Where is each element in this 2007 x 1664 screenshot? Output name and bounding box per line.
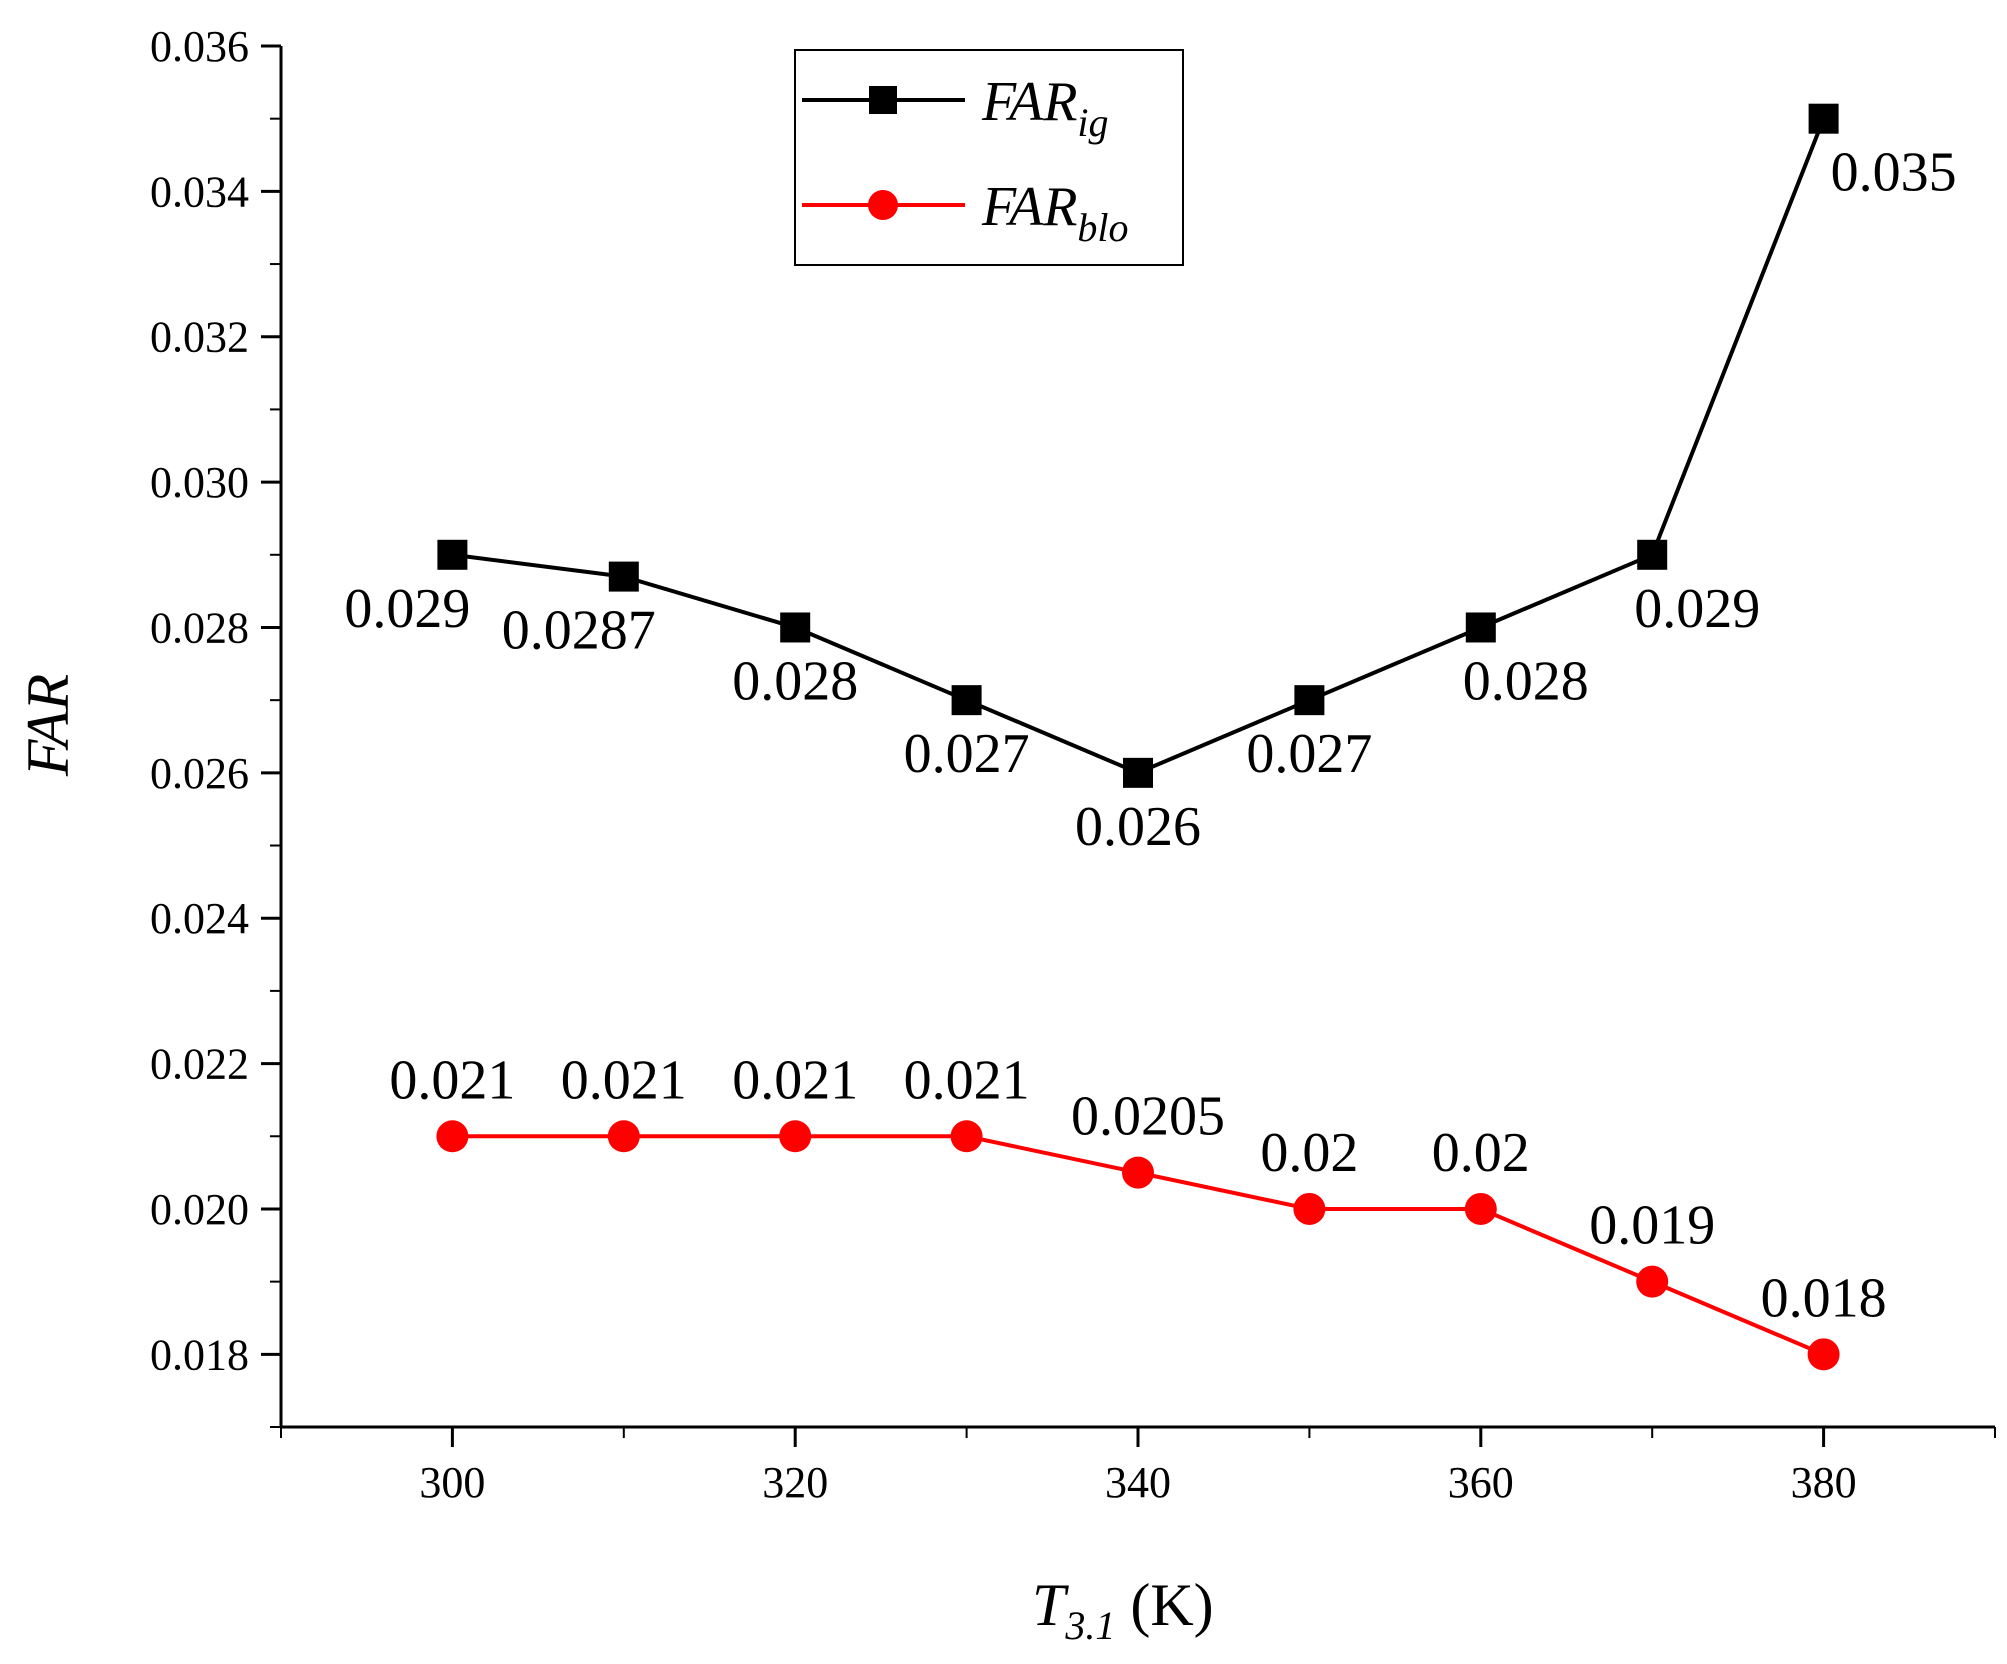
axes: 0.018 0.020 0.022 0.024 0.026 0.028 0.030 0.032… [150, 22, 1996, 1507]
y-axis-title: FAR [15, 674, 81, 777]
data-label-FAR_ig: 0.0287 [502, 600, 656, 662]
data-label-FAR_blo: 0.02 [1432, 1122, 1530, 1184]
data-label-FAR_blo: 0.019 [1589, 1195, 1715, 1257]
y-tick-label: 0.030 [150, 458, 249, 507]
data-point-FAR_blo [436, 1120, 469, 1153]
x-tick-label: 380 [1791, 1458, 1857, 1507]
y-tick-label: 0.020 [150, 1185, 249, 1234]
y-tick-label: 0.028 [150, 603, 249, 652]
x-axis-title-sub: 3.1 [1064, 1603, 1115, 1648]
y-tick-label: 0.026 [150, 749, 249, 798]
data-point-FAR_ig [1637, 539, 1668, 570]
data-label-FAR_ig: 0.035 [1831, 142, 1957, 204]
y-tick-label: 0.036 [150, 22, 249, 71]
data-label-FAR_ig: 0.029 [1634, 578, 1760, 640]
data-point-FAR_ig [437, 539, 468, 570]
data-label-FAR_blo: 0.021 [732, 1049, 858, 1111]
data-label-FAR_blo: 0.018 [1761, 1267, 1887, 1329]
data-point-FAR_blo [1122, 1156, 1154, 1189]
data-labels: 0.029 0.0287 0.028 0.027 0.026 0.027 0.028 0.02… [344, 142, 1956, 1330]
legend-label-ig: FARig [981, 71, 1109, 145]
data-point-FAR_ig [608, 561, 639, 592]
data-label-FAR_ig: 0.026 [1075, 796, 1201, 858]
data-point-FAR_ig [1808, 103, 1839, 134]
data-point-FAR_blo [1807, 1338, 1840, 1371]
data-point-FAR_ig [951, 685, 982, 716]
data-label-FAR_ig: 0.027 [904, 723, 1030, 785]
data-point-FAR_ig [1123, 757, 1153, 788]
data-point-FAR_blo [1293, 1192, 1326, 1225]
data-label-FAR_blo: 0.021 [561, 1049, 687, 1111]
data-label-FAR_ig: 0.027 [1246, 723, 1372, 785]
data-label-FAR_ig: 0.028 [1463, 650, 1589, 712]
x-axis-title: T3.1 (K) [1032, 1572, 1214, 1648]
y-tick-label: 0.018 [150, 1330, 249, 1379]
data-point-FAR_blo [779, 1120, 812, 1153]
legend-box [794, 49, 1184, 266]
data-label-FAR_blo: 0.021 [904, 1049, 1030, 1111]
data-point-FAR_blo [607, 1120, 640, 1153]
data-point-FAR_blo [1464, 1192, 1497, 1225]
legend: FARig FARblo [794, 49, 1184, 266]
x-axis-title-unit: (K) [1115, 1572, 1213, 1638]
series-layer [436, 103, 1840, 1371]
data-label-FAR_blo: 0.0205 [1071, 1086, 1225, 1148]
x-tick-label: 300 [419, 1458, 485, 1507]
y-tick-label: 0.032 [150, 313, 249, 362]
x-axis-title-main: T [1032, 1572, 1069, 1638]
data-point-FAR_blo [1636, 1265, 1669, 1298]
data-point-FAR_ig [1465, 612, 1496, 643]
legend-marker-ig [869, 86, 897, 114]
x-tick-label: 320 [762, 1458, 828, 1507]
data-point-FAR_ig [780, 612, 811, 643]
y-tick-label: 0.034 [150, 167, 249, 216]
x-tick-label: 340 [1105, 1458, 1171, 1507]
y-tick-label: 0.024 [150, 894, 249, 943]
legend-marker-blo [868, 190, 898, 220]
y-tick-label: 0.022 [150, 1040, 249, 1089]
data-point-FAR_blo [950, 1120, 983, 1153]
data-label-FAR_blo: 0.021 [389, 1049, 515, 1111]
legend-label-blo: FARblo [981, 176, 1129, 250]
data-label-FAR_blo: 0.02 [1260, 1122, 1358, 1184]
data-label-FAR_ig: 0.029 [344, 578, 470, 640]
data-point-FAR_ig [1294, 685, 1325, 716]
x-tick-label: 360 [1448, 1458, 1514, 1507]
data-label-FAR_ig: 0.028 [732, 650, 858, 712]
